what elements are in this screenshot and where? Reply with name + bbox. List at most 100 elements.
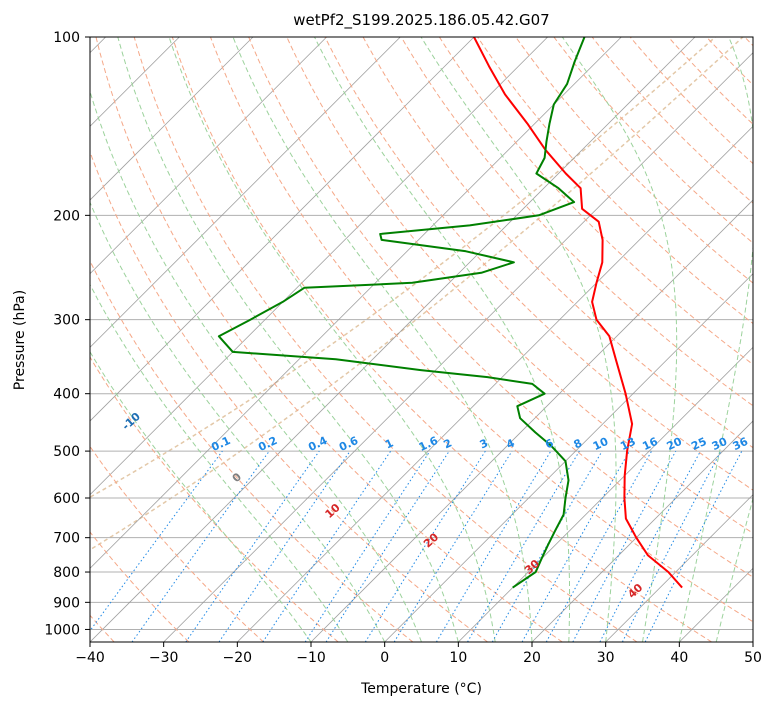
isotherm — [163, 52, 753, 642]
dry-adiabat — [553, 37, 753, 244]
moist-adiabat — [90, 283, 349, 642]
mixing-ratio-line — [90, 450, 223, 632]
dry-adiabat — [90, 356, 339, 642]
dry-adiabat — [171, 37, 712, 642]
y-tick-label: 100 — [53, 30, 80, 46]
dry-adiabat — [286, 37, 753, 534]
chart-title: wetPf2_S199.2025.186.05.42.G07 — [293, 11, 549, 30]
mixing-ratio-label: 13 — [618, 435, 637, 453]
moist-adiabat — [232, 37, 533, 642]
dry-adiabat — [400, 37, 753, 407]
mixing-ratio-line — [491, 450, 603, 642]
mixing-ratio-label: 20 — [665, 435, 685, 453]
humidity-curve-0 — [90, 37, 716, 499]
temperature-profile — [473, 37, 683, 589]
dry-adiabat — [90, 150, 488, 642]
isotherm — [384, 273, 753, 642]
mixing-ratio-label: 10 — [591, 435, 611, 453]
dry-adiabat-label: -10 — [120, 410, 144, 433]
x-tick-label: −30 — [149, 650, 179, 666]
x-tick-label: 20 — [523, 650, 541, 666]
dry-adiabat — [90, 531, 190, 642]
dry-adiabat — [90, 259, 414, 642]
x-tick-label: −40 — [75, 650, 105, 666]
moist-adiabat — [90, 201, 386, 642]
dry-adiabat — [438, 37, 753, 366]
dry-adiabat-label: 40 — [625, 581, 645, 601]
humidity-curve-1 — [90, 37, 744, 551]
dry-adiabat — [210, 37, 753, 623]
moist-adiabat — [314, 37, 571, 642]
moist-adiabat — [90, 90, 422, 642]
x-axis-label: Temperature (°C) — [360, 681, 482, 697]
y-axis-label: Pressure (hPa) — [12, 290, 28, 390]
mixing-ratio-line — [599, 450, 701, 642]
dry-adiabat — [668, 37, 753, 125]
y-tick-label: 800 — [53, 565, 80, 581]
x-tick-label: 10 — [449, 650, 467, 666]
isotherm — [679, 567, 753, 642]
moist-adiabat — [90, 350, 312, 642]
mixing-ratio-line — [131, 450, 270, 642]
mixing-ratio-line — [435, 450, 552, 642]
moist-adiabat — [561, 37, 678, 642]
dry-adiabat — [248, 37, 753, 578]
moist-adiabat — [168, 37, 496, 642]
isotherm — [310, 199, 753, 642]
x-tick-label: 30 — [597, 650, 615, 666]
mixing-ratio-line — [467, 450, 580, 642]
plot-background — [90, 37, 753, 642]
dry-adiabat — [133, 37, 638, 642]
dry-adiabat — [362, 37, 753, 449]
isotherm — [531, 420, 753, 642]
moist-adiabat — [678, 37, 753, 642]
isotherm — [605, 494, 753, 642]
moist-adiabat — [715, 496, 753, 642]
isotherm — [237, 125, 753, 642]
isotherm — [752, 641, 753, 642]
x-tick-label: 40 — [670, 650, 688, 666]
y-tick-label: 300 — [53, 313, 80, 329]
isotherm — [90, 37, 696, 642]
isotherm — [458, 346, 753, 642]
isotherm — [90, 37, 475, 422]
y-tick-label: 600 — [53, 491, 80, 507]
x-tick-label: 50 — [744, 650, 762, 666]
mixing-ratio-line — [218, 450, 351, 642]
axes: −40 −30 −20 −10 0 10 20 30 40 50 1000 900 800 700 600 5… — [44, 30, 762, 666]
line-labels: 0.1 0.2 0.4 0.6 1 1.6 2 3 4 6 8 10 13 16 20 25 30 36-1001… — [120, 410, 751, 601]
plot-series — [217, 37, 683, 589]
mixing-ratio-label: 1 — [383, 436, 395, 451]
mixing-ratio-label: 16 — [640, 435, 660, 453]
mixing-ratio-label: 36 — [731, 435, 751, 453]
moist-adiabat — [117, 37, 459, 642]
mixing-ratio-line — [393, 450, 513, 642]
y-tick-label: 500 — [53, 444, 80, 460]
dry-adiabat — [591, 37, 753, 204]
moist-adiabat — [420, 37, 617, 642]
x-tick-label: −20 — [223, 650, 253, 666]
mixing-ratio-label: 30 — [710, 435, 730, 453]
dry-adiabat — [744, 37, 753, 47]
dewpoint-profile — [217, 37, 586, 589]
dry-adiabat — [95, 37, 563, 642]
dry-adiabat — [324, 37, 753, 491]
mixing-ratio-line — [262, 450, 392, 642]
y-tick-label: 200 — [53, 208, 80, 224]
mixing-ratio-line — [325, 450, 450, 642]
mixing-ratio-line — [185, 450, 320, 642]
x-tick-label: −10 — [296, 650, 326, 666]
mixing-ratio-line — [572, 450, 677, 642]
x-tick-label: 0 — [380, 650, 389, 666]
mixing-ratio-line — [364, 450, 486, 642]
y-tick-label: 1000 — [44, 622, 80, 638]
mixing-ratio-label: 2 — [442, 436, 454, 451]
mixing-ratio-line — [521, 450, 630, 642]
y-tick-label: 700 — [53, 531, 80, 547]
plot-frame — [89, 36, 754, 643]
dry-adiabat — [477, 37, 753, 325]
mixing-ratio-label: 4 — [504, 436, 517, 451]
y-tick-label: 400 — [53, 387, 80, 403]
isotherm — [90, 37, 254, 201]
